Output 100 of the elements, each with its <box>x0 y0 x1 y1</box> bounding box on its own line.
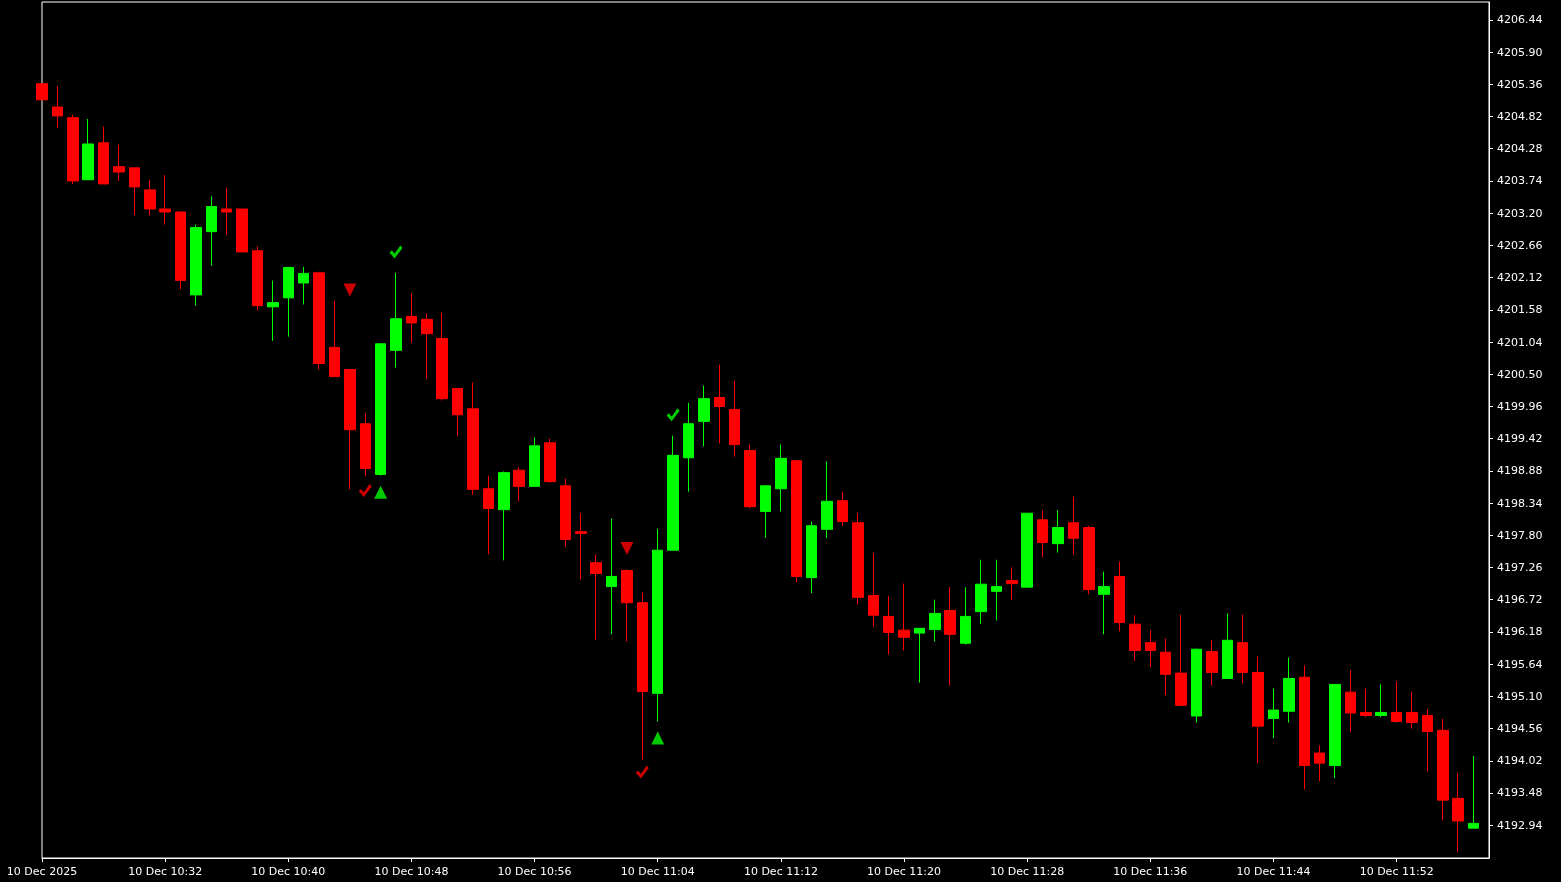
candlestick <box>1329 683 1341 779</box>
candlestick <box>637 592 648 761</box>
y-tick-label: 4202.66 <box>1497 238 1543 252</box>
candlestick <box>421 312 433 379</box>
point <box>635 765 649 779</box>
candlestick <box>698 385 710 447</box>
candlestick <box>1160 637 1171 696</box>
point <box>343 283 357 297</box>
point <box>620 541 634 555</box>
candlestick <box>1068 496 1079 555</box>
x-tick-label: 10 Dec 11:28 <box>990 865 1065 878</box>
candlestick <box>621 568 633 642</box>
candlestick <box>267 280 279 342</box>
candlestick <box>344 368 356 490</box>
candlestick <box>390 272 402 369</box>
candlestick <box>837 491 848 527</box>
candlestick <box>360 413 371 477</box>
candlestick <box>252 246 263 311</box>
x-tick-label: 10 Dec 10:48 <box>374 865 449 878</box>
candlestick <box>298 266 309 305</box>
x-tick-label: 10 Dec 11:52 <box>1359 865 1434 878</box>
candlestick <box>52 85 63 129</box>
candlestick <box>714 364 725 444</box>
candlestick <box>1299 664 1310 790</box>
y-tick-label: 4201.58 <box>1497 303 1543 317</box>
candlestick <box>898 583 910 651</box>
candlestick <box>1268 688 1279 739</box>
candlestick <box>436 312 448 401</box>
candlestick <box>283 266 294 338</box>
x-tick-label: 10 Dec 10:40 <box>251 865 326 878</box>
candlestick <box>498 470 510 561</box>
candlestick <box>144 179 156 217</box>
y-tick-label: 4197.80 <box>1497 528 1543 542</box>
candlestick <box>406 293 417 344</box>
candlestick <box>1052 509 1064 554</box>
candlestick <box>590 553 602 641</box>
candlestick <box>960 586 971 645</box>
candlestick <box>467 382 479 496</box>
point <box>374 485 388 499</box>
y-tick-label: 4205.90 <box>1497 45 1543 59</box>
candlestick <box>652 528 663 722</box>
y-tick-label: 4198.88 <box>1497 464 1543 478</box>
y-tick-label: 4205.36 <box>1497 77 1543 91</box>
candlestick <box>944 586 956 687</box>
y-tick-label: 4195.10 <box>1497 689 1543 703</box>
x-tick-label: 10 Dec 11:44 <box>1236 865 1311 878</box>
x-tick-label: 10 Dec 11:36 <box>1113 865 1188 878</box>
candlestick <box>1083 525 1095 595</box>
candlestick <box>1360 688 1372 718</box>
y-tick-label: 4203.74 <box>1497 174 1543 188</box>
candlestick <box>852 512 864 605</box>
candlestick <box>821 460 833 539</box>
candlestick <box>1191 648 1202 724</box>
y-tick-label: 4193.48 <box>1497 786 1543 800</box>
candlestick <box>221 187 232 236</box>
candlestick <box>329 300 340 378</box>
candlestick <box>991 559 1002 622</box>
candlestick <box>1375 683 1387 718</box>
candlestick <box>159 174 171 225</box>
candlestick <box>67 114 79 185</box>
y-tick-label: 4194.02 <box>1497 754 1543 768</box>
candlestick <box>1037 509 1048 558</box>
candlestick <box>729 380 740 458</box>
candlestick <box>1314 744 1325 782</box>
candlestick <box>544 438 556 484</box>
candlestick <box>1114 561 1125 632</box>
candlestick <box>313 271 325 370</box>
candlestick <box>175 211 186 291</box>
candlestick <box>1452 772 1464 853</box>
y-tick-label: 4200.50 <box>1497 367 1543 381</box>
candlestick <box>375 343 386 477</box>
candlestick <box>868 552 879 628</box>
candlestick <box>606 518 617 635</box>
candlestick <box>1391 680 1402 724</box>
y-tick-label: 4201.04 <box>1497 335 1543 349</box>
x-tick-label: 10 Dec 11:20 <box>867 865 942 878</box>
candlestick <box>1237 614 1248 684</box>
candlestick <box>1129 614 1141 662</box>
x-tick-label: 10 Dec 11:12 <box>743 865 818 878</box>
candlestick <box>1222 612 1233 679</box>
candlestick <box>1252 655 1264 764</box>
candlestick <box>206 195 217 267</box>
point <box>651 731 665 745</box>
candlestick <box>575 512 587 580</box>
candlestick <box>775 444 787 512</box>
candlestick <box>1345 669 1356 733</box>
y-tick-label: 4204.28 <box>1497 142 1543 156</box>
candlestick <box>744 444 756 509</box>
candlestick <box>113 144 125 182</box>
candlestick <box>1021 512 1033 588</box>
candlestick <box>513 466 525 502</box>
y-tick-label: 4198.34 <box>1497 496 1543 510</box>
candlestick <box>667 435 679 551</box>
candlestick <box>806 521 817 594</box>
candlestick <box>129 167 140 216</box>
candlestick <box>1283 657 1295 724</box>
y-tick-label: 4199.42 <box>1497 432 1543 446</box>
y-tick-label: 4196.72 <box>1497 593 1543 607</box>
candlestick <box>1406 691 1418 730</box>
x-tick-label: 10 Dec 2025 <box>6 865 78 878</box>
